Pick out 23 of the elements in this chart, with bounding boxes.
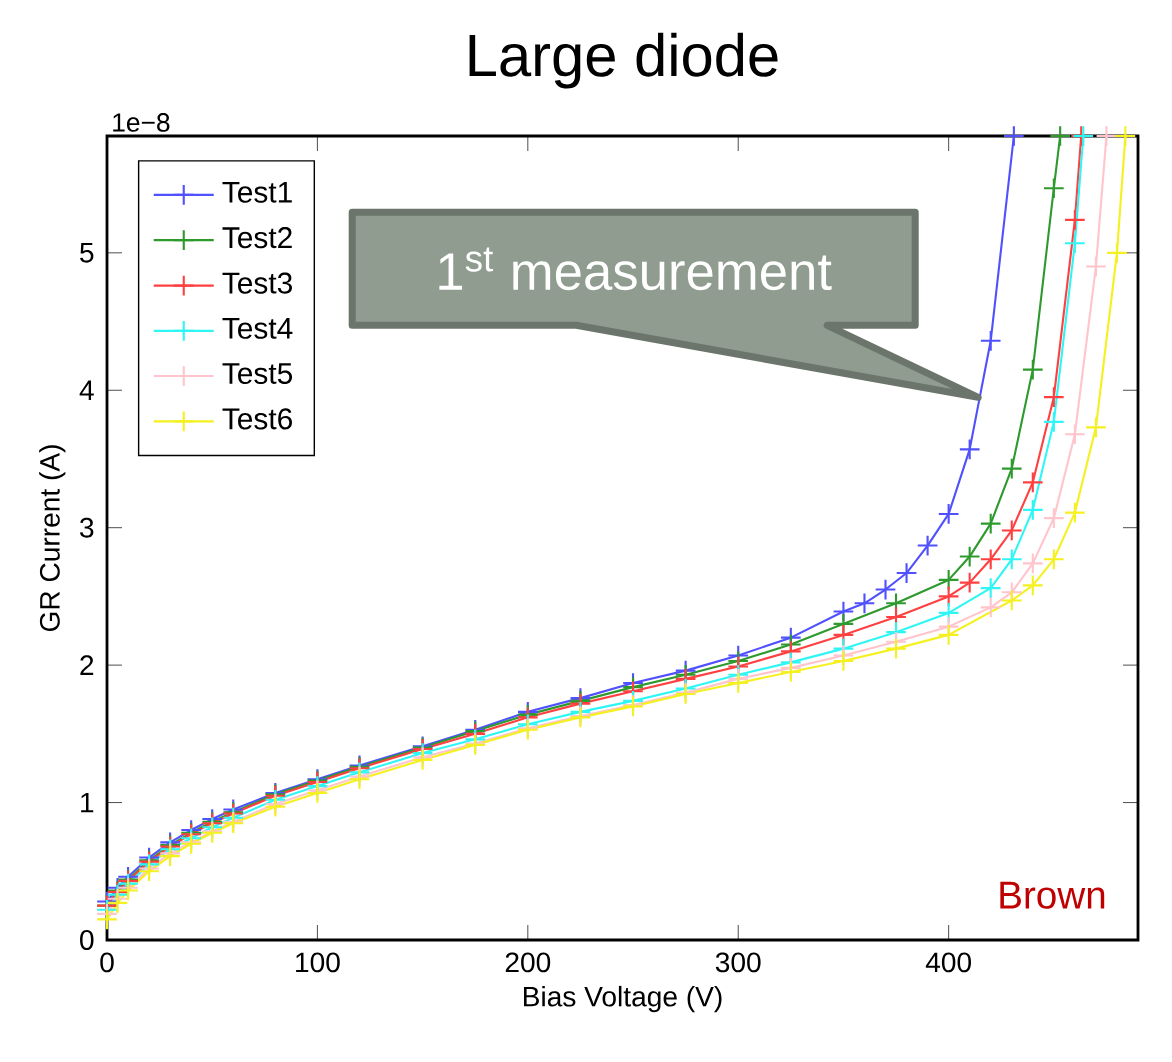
y-tick-label: 2 xyxy=(80,655,94,675)
chart-title: Large diode xyxy=(469,32,778,89)
legend-label: Test4 xyxy=(222,317,293,339)
x-tick-label: 0 xyxy=(100,952,114,973)
y-tick-label: 5 xyxy=(80,243,94,263)
text: 1e−8 xyxy=(113,113,170,132)
x-tick-label: 100 xyxy=(296,952,340,973)
y-axis-title: GR Current (A) xyxy=(39,445,66,632)
x-axis-title: Bias Voltage (V) xyxy=(524,985,722,1013)
annotation: 1$^{st}$ measurement xyxy=(439,247,832,291)
annotation: Brown xyxy=(1000,881,1105,909)
legend-label: Test5 xyxy=(222,363,293,384)
x-tick-label: 400 xyxy=(925,952,971,973)
y-tick-label: 1 xyxy=(81,792,94,813)
x-tick-label: 200 xyxy=(505,952,551,973)
legend-label: Test3 xyxy=(222,272,292,294)
legend-label: Test6 xyxy=(222,408,292,430)
legend-label: Test1 xyxy=(222,181,292,203)
x-tick-label: 300 xyxy=(715,952,761,973)
legend-label: Test2 xyxy=(222,227,292,249)
y-tick-label: 0 xyxy=(80,930,94,950)
y-tick-label: 4 xyxy=(79,380,94,400)
y-tick-label: 3 xyxy=(80,517,94,538)
